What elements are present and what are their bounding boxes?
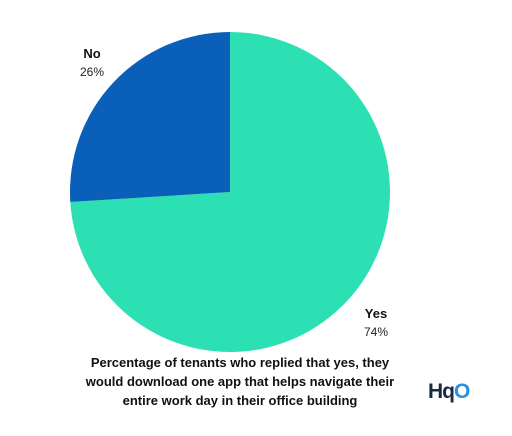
slice-percent-no: 26% (80, 65, 104, 79)
slice-percent-yes: 74% (364, 325, 388, 339)
caption-line-1: Percentage of tenants who replied that y… (90, 355, 390, 370)
caption-line-2: would download one app that helps naviga… (85, 374, 395, 389)
slice-label-yes: Yes (365, 306, 387, 321)
pie-slice-no (70, 32, 230, 203)
pie-slice-yes (70, 32, 390, 353)
logo-text-main: Hq (428, 380, 455, 403)
slice-label-no: No (83, 46, 100, 61)
pie-slices (70, 32, 390, 353)
logo-text-accent: O (454, 380, 470, 403)
caption-line-3: entire work day in their office building (122, 393, 358, 408)
pie-labels: Yes 74% No 26% (80, 46, 388, 339)
chart-caption: Percentage of tenants who replied that y… (40, 353, 440, 410)
hqo-logo: HqO (428, 380, 470, 404)
